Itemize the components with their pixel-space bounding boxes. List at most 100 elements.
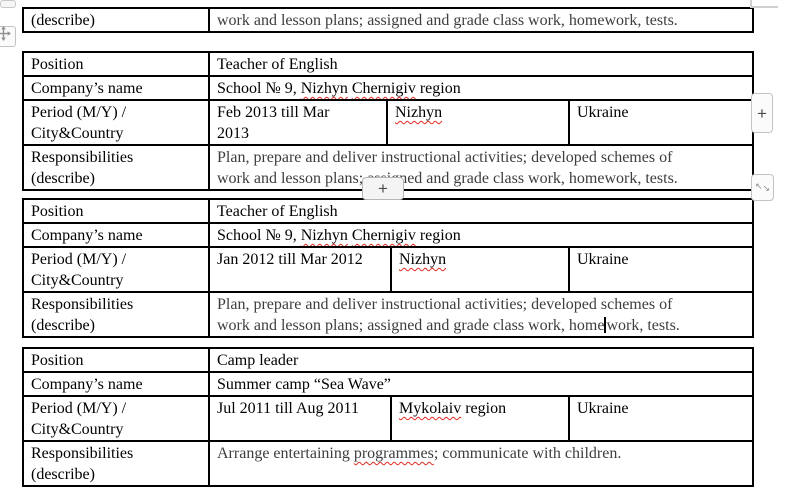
company-label-cell[interactable]: Company’s name (22, 222, 210, 248)
table-row: Company’s name School № 9, Nizhyn Cherni… (22, 222, 754, 248)
label-text: Responsibilities (describe) (31, 445, 134, 483)
period-label-cell[interactable]: Period (M/Y) / City&Country (22, 246, 210, 293)
responsibilities-text: Plan, prepare and deliver instructional … (217, 296, 673, 334)
period-text: Feb 2013 till Mar 2013 (217, 104, 330, 142)
table-row: Company’s name Summer camp “Sea Wave” (22, 371, 755, 397)
company-value-cell[interactable]: School № 9, Nizhyn Chernigiv region (208, 75, 754, 101)
position-text: Teacher of English (217, 56, 338, 73)
responsibilities-text: work and lesson plans; assigned and grad… (217, 12, 678, 29)
country-text: Ukraine (577, 400, 629, 417)
responsibilities-text: work, tests. (606, 317, 680, 334)
position-value-cell[interactable]: Teacher of English (208, 51, 754, 77)
position-text: Teacher of English (217, 203, 338, 220)
label-text: Position (31, 203, 84, 220)
position-value-cell[interactable]: Teacher of English (208, 198, 754, 224)
insert-column-button[interactable]: + (751, 93, 773, 133)
position-label-cell[interactable]: Position (22, 198, 210, 224)
country-value-cell[interactable]: Ukraine (568, 246, 754, 293)
experience-table-jan-2012: Position Teacher of English Company’s na… (22, 198, 754, 338)
label-text: (describe) (31, 12, 95, 29)
misspelled-word: Nizhyn (300, 227, 348, 244)
responsibilities-label-cell[interactable]: Responsibilities (describe) (22, 144, 210, 191)
label-text: Company’s name (31, 80, 143, 97)
table-row: Period (M/Y) / City&Country Feb 2013 til… (22, 99, 754, 146)
table-row: Responsibilities (describe) Arrange ente… (22, 440, 755, 487)
misspelled-word: Nizhyn (395, 104, 443, 121)
cropped-control-fragment (0, 0, 16, 8)
responsibilities-value-cell[interactable]: Arrange entertaining programmes; communi… (207, 440, 755, 487)
resize-arrow-se-icon: ↘ (762, 183, 770, 193)
period-text: Jul 2011 till Aug 2011 (217, 400, 359, 417)
company-text: School № 9, (217, 227, 301, 244)
company-text: Summer camp “Sea Wave” (217, 376, 391, 393)
company-label-cell[interactable]: Company’s name (22, 371, 210, 397)
position-value-cell[interactable]: Camp leader (207, 347, 755, 373)
period-value-cell[interactable]: Feb 2013 till Mar 2013 (208, 99, 388, 146)
experience-table-feb-2013: Position Teacher of English Company’s na… (22, 51, 754, 191)
country-value-cell[interactable]: Ukraine (568, 99, 754, 146)
move-icon (0, 26, 11, 47)
city-text: region (461, 400, 507, 417)
company-text: region (415, 227, 461, 244)
misspelled-word: Nizhyn (399, 251, 447, 268)
plus-icon: + (378, 179, 388, 198)
misspelled-word: Nizhyn (300, 80, 348, 97)
responsibilities-text: Arrange entertaining (217, 445, 354, 462)
responsibilities-label-cell[interactable]: Responsibilities (describe) (22, 291, 210, 338)
experience-table-cropped: (describe) work and lesson plans; assign… (22, 7, 754, 33)
position-label-cell[interactable]: Position (22, 51, 210, 77)
table-row: Responsibilities (describe) Plan, prepar… (22, 291, 754, 338)
responsibilities-value-cell[interactable]: work and lesson plans; assigned and grad… (208, 7, 754, 33)
period-value-cell[interactable]: Jan 2012 till Mar 2012 (208, 246, 392, 293)
company-value-cell[interactable]: Summer camp “Sea Wave” (207, 371, 755, 397)
table-resize-handle[interactable]: ↖ ↘ (751, 174, 774, 201)
position-text: Camp leader (217, 352, 299, 369)
resize-arrow-nw-icon: ↖ (755, 181, 763, 191)
responsibilities-label-cell[interactable]: (describe) (22, 7, 210, 33)
label-text: Period (M/Y) / City&Country (31, 400, 127, 438)
position-label-cell[interactable]: Position (22, 347, 210, 373)
period-text: Jan 2012 till Mar 2012 (217, 251, 363, 268)
table-row: Period (M/Y) / City&Country Jan 2012 til… (22, 246, 754, 293)
text-cursor (604, 317, 607, 333)
country-text: Ukraine (577, 251, 629, 268)
country-text: Ukraine (577, 104, 629, 121)
country-value-cell[interactable]: Ukraine (567, 395, 755, 442)
company-value-cell[interactable]: School № 9, Nizhyn Chernigiv region (208, 222, 754, 248)
label-text: Position (31, 56, 84, 73)
plus-icon: + (757, 103, 767, 123)
responsibilities-value-cell[interactable]: Plan, prepare and deliver instructional … (208, 144, 754, 191)
misspelled-word: Mykolaiv (399, 400, 462, 417)
misspelled-word: Chernigiv (351, 80, 416, 97)
city-value-cell[interactable]: Mykolaiv region (390, 395, 570, 442)
period-label-cell[interactable]: Period (M/Y) / City&Country (22, 395, 210, 442)
table-row: Position Teacher of English (22, 51, 754, 77)
table-row: Period (M/Y) / City&Country Jul 2011 til… (22, 395, 755, 442)
label-text: Period (M/Y) / City&Country (31, 104, 127, 142)
table-row: Company’s name School № 9, Nizhyn Cherni… (22, 75, 754, 101)
table-row: (describe) work and lesson plans; assign… (22, 7, 754, 33)
responsibilities-label-cell[interactable]: Responsibilities (describe) (22, 440, 210, 487)
city-value-cell[interactable]: Nizhyn (386, 99, 570, 146)
responsibilities-value-cell[interactable]: Plan, prepare and deliver instructional … (208, 291, 754, 338)
table-move-handle[interactable] (0, 26, 16, 47)
period-label-cell[interactable]: Period (M/Y) / City&Country (22, 99, 210, 146)
misspelled-word: Chernigiv (351, 227, 416, 244)
label-text: Company’s name (31, 227, 143, 244)
company-text: region (415, 80, 461, 97)
label-text: Period (M/Y) / City&Country (31, 251, 127, 289)
label-text: Company’s name (31, 376, 143, 393)
insert-row-button[interactable]: + (362, 177, 404, 200)
cropped-border-fragment-horizontal (750, 6, 778, 8)
label-text: Responsibilities (describe) (31, 296, 134, 334)
label-text: Responsibilities (describe) (31, 149, 134, 187)
responsibilities-text: ; communicate with children. (433, 445, 622, 462)
city-value-cell[interactable]: Nizhyn (390, 246, 570, 293)
responsibilities-text: Plan, prepare and deliver instructional … (217, 149, 678, 187)
misspelled-word: programmes (353, 445, 434, 462)
table-row: Responsibilities (describe) Plan, prepar… (22, 144, 754, 191)
company-text: School № 9, (217, 80, 301, 97)
label-text: Position (31, 352, 84, 369)
period-value-cell[interactable]: Jul 2011 till Aug 2011 (208, 395, 392, 442)
company-label-cell[interactable]: Company’s name (22, 75, 210, 101)
